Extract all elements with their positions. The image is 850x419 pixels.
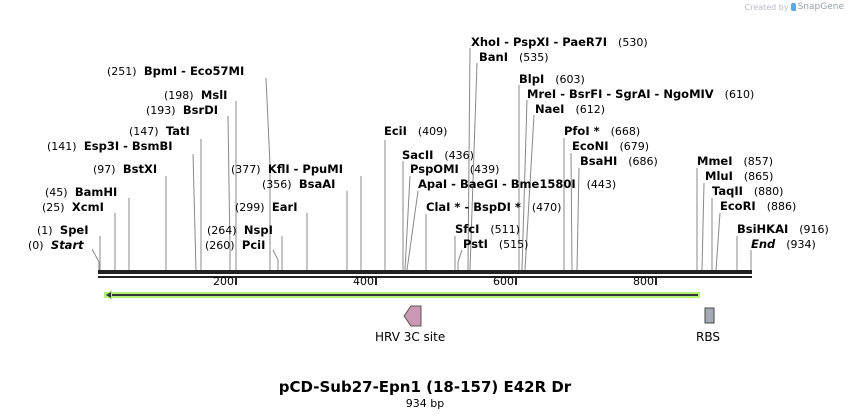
site-ecori[interactable]: EcoRI (886): [720, 199, 797, 213]
site-sfci[interactable]: SfcI (511): [455, 222, 520, 236]
site-bani[interactable]: BanI (535): [479, 50, 549, 64]
site-psti[interactable]: PstI (515): [463, 237, 529, 251]
site-mlui[interactable]: MluI (865): [705, 169, 774, 183]
site-bsihkai[interactable]: BsiHKAI (916): [737, 222, 829, 236]
watermark-prefix: Created by: [744, 2, 789, 12]
feature-label-rbs[interactable]: RBS: [696, 330, 720, 344]
site-bstxi[interactable]: (97) BstXI: [93, 162, 158, 176]
site-bsrdi[interactable]: (193) BsrDI: [146, 103, 219, 117]
backbone-top-strand: [98, 270, 752, 274]
backbone-bottom-strand: [98, 276, 752, 278]
site-blpi[interactable]: BlpI (603): [519, 72, 585, 86]
site-pfoi[interactable]: PfoI * (668): [564, 124, 641, 138]
site-kfli-ppumi[interactable]: (377) KflI - PpuMI: [231, 162, 343, 176]
site-bpmi-eco57mi[interactable]: (251) BpmI - Eco57MI: [107, 64, 245, 78]
site-sacii[interactable]: SacII (436): [402, 148, 474, 162]
watermark-brand: SnapGene: [797, 2, 844, 12]
site-tati[interactable]: (147) TatI: [129, 124, 190, 138]
site-xhoi-pspxi-paer7i[interactable]: XhoI - PspXI - PaeR7I (530): [471, 35, 648, 49]
ruler-label-800: 800: [633, 275, 654, 288]
site-spei[interactable]: (1) SpeI: [37, 223, 89, 237]
site-taqii[interactable]: TaqII (880): [712, 184, 784, 198]
site-xcmi[interactable]: (25) XcmI: [42, 200, 104, 214]
snapgene-logo-icon: [790, 3, 796, 11]
site-econi[interactable]: EcoNI (679): [572, 139, 650, 153]
site-esp3i-bsmbi[interactable]: (141) Esp3I - BsmBI: [47, 139, 173, 153]
site-end[interactable]: End (934): [751, 237, 816, 251]
site-bamhi[interactable]: (45) BamHI: [45, 185, 118, 199]
site-nspi[interactable]: (264) NspI: [207, 223, 273, 237]
site-msli[interactable]: (198) MslI: [164, 88, 228, 102]
ruler-label-200: 200: [213, 275, 234, 288]
site-ecii[interactable]: EciI (409): [384, 124, 448, 138]
site-start[interactable]: (0) Start: [28, 238, 84, 252]
site-bsahi[interactable]: BsaHI (686): [580, 154, 658, 168]
ruler-label-400: 400: [353, 275, 374, 288]
site-mmei[interactable]: MmeI (857): [697, 154, 774, 168]
site-apai-baegi-bme1580i[interactable]: ApaI - BaeGI - Bme1580I (443): [418, 177, 617, 191]
site-leader-lines: [91, 47, 752, 271]
feature-label-hrv-3c-site[interactable]: HRV 3C site: [375, 330, 446, 344]
site-pcii[interactable]: (260) PciI: [205, 238, 266, 252]
ruler-ticks: [235, 278, 657, 285]
snapgene-watermark: Created by SnapGene: [745, 2, 844, 12]
rbs-box-icon[interactable]: [704, 307, 715, 324]
site-mrei-bsrfi-sgrai-ngomiv[interactable]: MreI - BsrFI - SgrAI - NgoMIV (610): [527, 87, 755, 101]
site-eari[interactable]: (299) EarI: [235, 200, 298, 214]
sequence-length: 934 bp: [405, 397, 445, 410]
site-clai-bspdi[interactable]: ClaI * - BspDI * (470): [426, 200, 562, 214]
hrv-3c-site-arrow-icon[interactable]: [403, 305, 422, 327]
ruler-label-600: 600: [493, 275, 514, 288]
sequence-title: pCD-Sub27-Epn1 (18-157) E42R Dr: [278, 378, 572, 396]
site-bsaai[interactable]: (356) BsaAI: [262, 177, 336, 191]
site-pspomi[interactable]: PspOMI (439): [410, 162, 500, 176]
site-naei[interactable]: NaeI (612): [535, 102, 606, 116]
